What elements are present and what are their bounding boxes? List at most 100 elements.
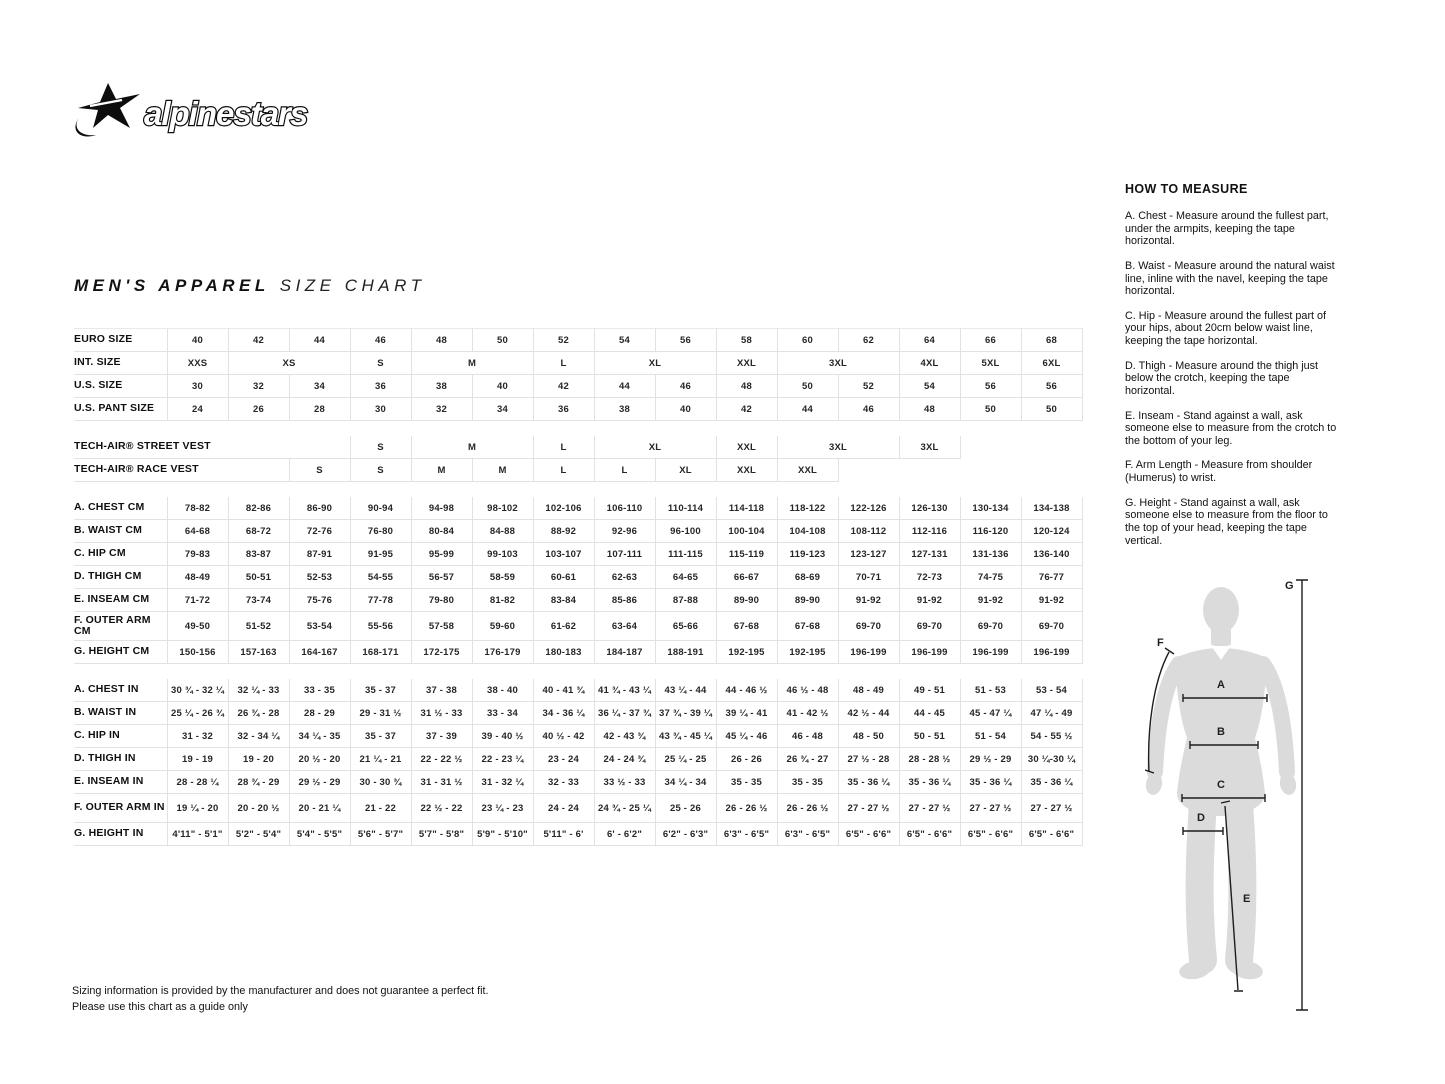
- size-cell: 62: [837, 328, 900, 352]
- size-cell: 44: [288, 328, 351, 352]
- size-cell: 26: [227, 397, 290, 421]
- size-cell: 79-83: [166, 542, 229, 566]
- size-cell: 51-52: [227, 611, 290, 641]
- size-cell: 188-191: [654, 640, 717, 664]
- row-label: D. THIGH CM: [74, 565, 167, 589]
- table-row: F. OUTER ARM CM 49-50 51-52 53-54 55-56 57-58…: [74, 611, 1083, 641]
- size-cell: 69-70: [1020, 611, 1083, 641]
- table-row: D. THIGH CM 48-49 50-51 52-53 54-55 56-57 58-5…: [74, 565, 1083, 589]
- size-cell: 6'3" - 6'5": [715, 822, 778, 846]
- size-cell: 50-51: [227, 565, 290, 589]
- size-cell: 42 - 43 ¾: [593, 724, 656, 748]
- size-cell: 6XL: [1020, 351, 1083, 375]
- size-cell: XXL: [715, 351, 778, 375]
- size-cell: 3XL: [898, 436, 961, 459]
- size-cell: 46 ½ - 48: [776, 679, 839, 702]
- size-cell: XXS: [166, 351, 229, 375]
- size-cell: 44: [776, 397, 839, 421]
- table-row: B. WAIST IN 25 ¼ - 26 ¾ 26 ¾ - 28 28 - 29 29…: [74, 701, 1083, 725]
- size-cell: 20 ½ - 20: [288, 747, 351, 771]
- size-cell: 123-127: [837, 542, 900, 566]
- disclaimer-line-2: Please use this chart as a guide only: [72, 1001, 248, 1014]
- size-cell: 35 - 36 ¼: [837, 770, 900, 794]
- measure-instruction-arm: F. Arm Length - Measure from shoulder (H…: [1125, 459, 1313, 484]
- size-cell: 35 - 35: [715, 770, 778, 794]
- size-cell: 32 ¼ - 33: [227, 679, 290, 702]
- row-label: D. THIGH IN: [74, 747, 167, 771]
- size-cell: 27 - 27 ½: [1020, 793, 1083, 823]
- size-cell: 64-65: [654, 565, 717, 589]
- size-cell: M: [410, 351, 534, 375]
- size-cell: 77-78: [349, 588, 412, 612]
- size-cell: 48 - 49: [837, 679, 900, 702]
- size-cell: 48-49: [166, 565, 229, 589]
- size-cell: 34: [288, 374, 351, 398]
- size-cell: 26 - 26: [715, 747, 778, 771]
- size-cell: 37 - 38: [410, 679, 473, 702]
- measure-instruction-thigh: D. Thigh - Measure around the thigh just…: [1125, 359, 1319, 397]
- size-cell: 27 - 27 ½: [837, 793, 900, 823]
- size-cell: 56: [1020, 374, 1083, 398]
- size-cell: 196-199: [1020, 640, 1083, 664]
- size-cell: 35 - 36 ¼: [959, 770, 1022, 794]
- size-cell: 40: [471, 374, 534, 398]
- size-cell: 71-72: [166, 588, 229, 612]
- disclaimer-line-1: Sizing information is provided by the ma…: [72, 985, 489, 997]
- size-cell: 51 - 53: [959, 679, 1022, 702]
- size-cell: 114-118: [715, 497, 778, 520]
- row-label: G. HEIGHT IN: [74, 822, 167, 846]
- size-cell: 31 - 31 ½: [410, 770, 473, 794]
- table-row: G. HEIGHT IN 4'11" - 5'1" 5'2" - 5'4" 5'4" …: [74, 822, 1083, 846]
- alpinestars-logo: alpinestars: [75, 83, 310, 137]
- size-cell: 192-195: [776, 640, 839, 664]
- label-g: G: [1285, 580, 1294, 592]
- size-cell: 74-75: [959, 565, 1022, 589]
- size-cell: 23 - 24: [532, 747, 595, 771]
- size-cell: 30 - 30 ¾: [349, 770, 412, 794]
- size-cell: 66: [959, 328, 1022, 352]
- size-cell: 46: [837, 397, 900, 421]
- size-cell: 24 - 24: [532, 793, 595, 823]
- size-cell: 29 - 31 ½: [349, 701, 412, 725]
- size-cell: 29 ½ - 29: [959, 747, 1022, 771]
- size-cell: 192-195: [715, 640, 778, 664]
- chest-line: [1182, 694, 1268, 702]
- size-cell: 73-74: [227, 588, 290, 612]
- table-row: E. INSEAM CM 71-72 73-74 75-76 77-78 79-80 81-…: [74, 588, 1083, 612]
- size-cell: 68-72: [227, 519, 290, 543]
- table-row: A. CHEST CM 78-82 82-86 86-90 90-94 94-98 98-1…: [74, 497, 1083, 520]
- size-cell: 48: [410, 328, 473, 352]
- size-cell: 6'5" - 6'6": [837, 822, 900, 846]
- size-cell: 92-96: [593, 519, 656, 543]
- size-cell: 180-183: [532, 640, 595, 664]
- alpinestars-star-icon: [75, 83, 140, 137]
- measurement-lines: [1145, 579, 1308, 1011]
- size-cell: 24 ¾ - 25 ¼: [593, 793, 656, 823]
- size-cell: 30: [349, 397, 412, 421]
- inseam-line: [1220, 800, 1243, 992]
- size-cell: 22 - 22 ½: [410, 747, 473, 771]
- size-cell: 32 - 33: [532, 770, 595, 794]
- size-cell: 52: [532, 328, 595, 352]
- row-label: TECH-AIR® STREET VEST: [74, 436, 350, 459]
- size-cell: 45 ¼ - 46: [715, 724, 778, 748]
- table-row: C. HIP IN 31 - 32 32 - 34 ¼ 34 ¼ - 35 35 - 3…: [74, 724, 1083, 748]
- row-label: U.S. PANT SIZE: [74, 397, 167, 421]
- size-cell: 40: [166, 328, 229, 352]
- size-cell: 34 - 36 ¼: [532, 701, 595, 725]
- size-cell: 42 ½ - 44: [837, 701, 900, 725]
- size-cell: 68-69: [776, 565, 839, 589]
- size-cell: 56: [959, 374, 1022, 398]
- page-title-main: MEN'S APPAREL: [74, 276, 270, 295]
- size-cell: 27 ½ - 28: [837, 747, 900, 771]
- size-cell: 22 - 23 ¼: [471, 747, 534, 771]
- table-row: F. OUTER ARM IN 19 ¼ - 20 20 - 20 ½ 20 - 21…: [74, 793, 1083, 823]
- size-cell: 87-91: [288, 542, 351, 566]
- table-row: INT. SIZE XXS XS S M L XL XXL 3XL 4XL 5XL 6XL: [74, 351, 1083, 375]
- label-c: C: [1217, 779, 1225, 791]
- size-cell: 126-130: [898, 497, 961, 520]
- size-cell: 110-114: [654, 497, 717, 520]
- size-cell: 43 ¼ - 44: [654, 679, 717, 702]
- size-cell: 172-175: [410, 640, 473, 664]
- size-cell: 48: [898, 397, 961, 421]
